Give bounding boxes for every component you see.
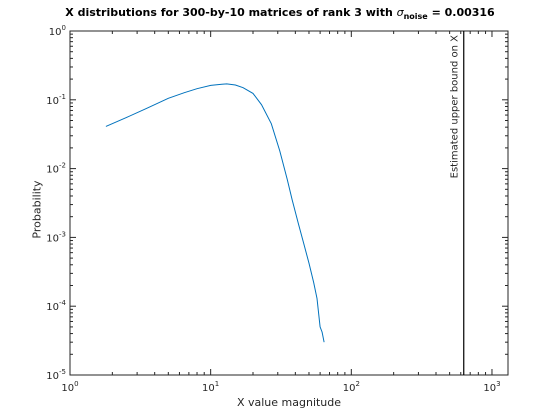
y-tick-label: 100 xyxy=(49,24,66,38)
y-tick-label: 10-3 xyxy=(46,230,66,244)
x-tick-label: 103 xyxy=(483,380,500,394)
y-axis-label: Probability xyxy=(30,180,44,239)
series-line xyxy=(105,83,325,343)
chart-title: X distributions for 300-by-10 matrices o… xyxy=(0,6,560,21)
x-tick-label: 101 xyxy=(202,380,219,394)
y-tick-label: 10-1 xyxy=(46,93,66,107)
x-axis-label: X value magnitude xyxy=(236,396,342,409)
y-tick-label: 10-4 xyxy=(46,299,66,313)
title-value: = 0.00316 xyxy=(427,6,495,19)
title-sigma-symbol: σ xyxy=(396,6,404,19)
x-tick-label: 100 xyxy=(61,380,78,394)
x-tick-label: 102 xyxy=(343,380,360,394)
y-tick-label: 10-5 xyxy=(46,368,66,382)
title-subscript: noise xyxy=(403,12,428,21)
upper-bound-label: Estimated upper bound on X xyxy=(450,35,461,178)
axes-box xyxy=(69,30,509,376)
title-main: X distributions for 300-by-10 matrices o… xyxy=(65,6,397,19)
y-tick-label: 10-2 xyxy=(46,162,66,176)
